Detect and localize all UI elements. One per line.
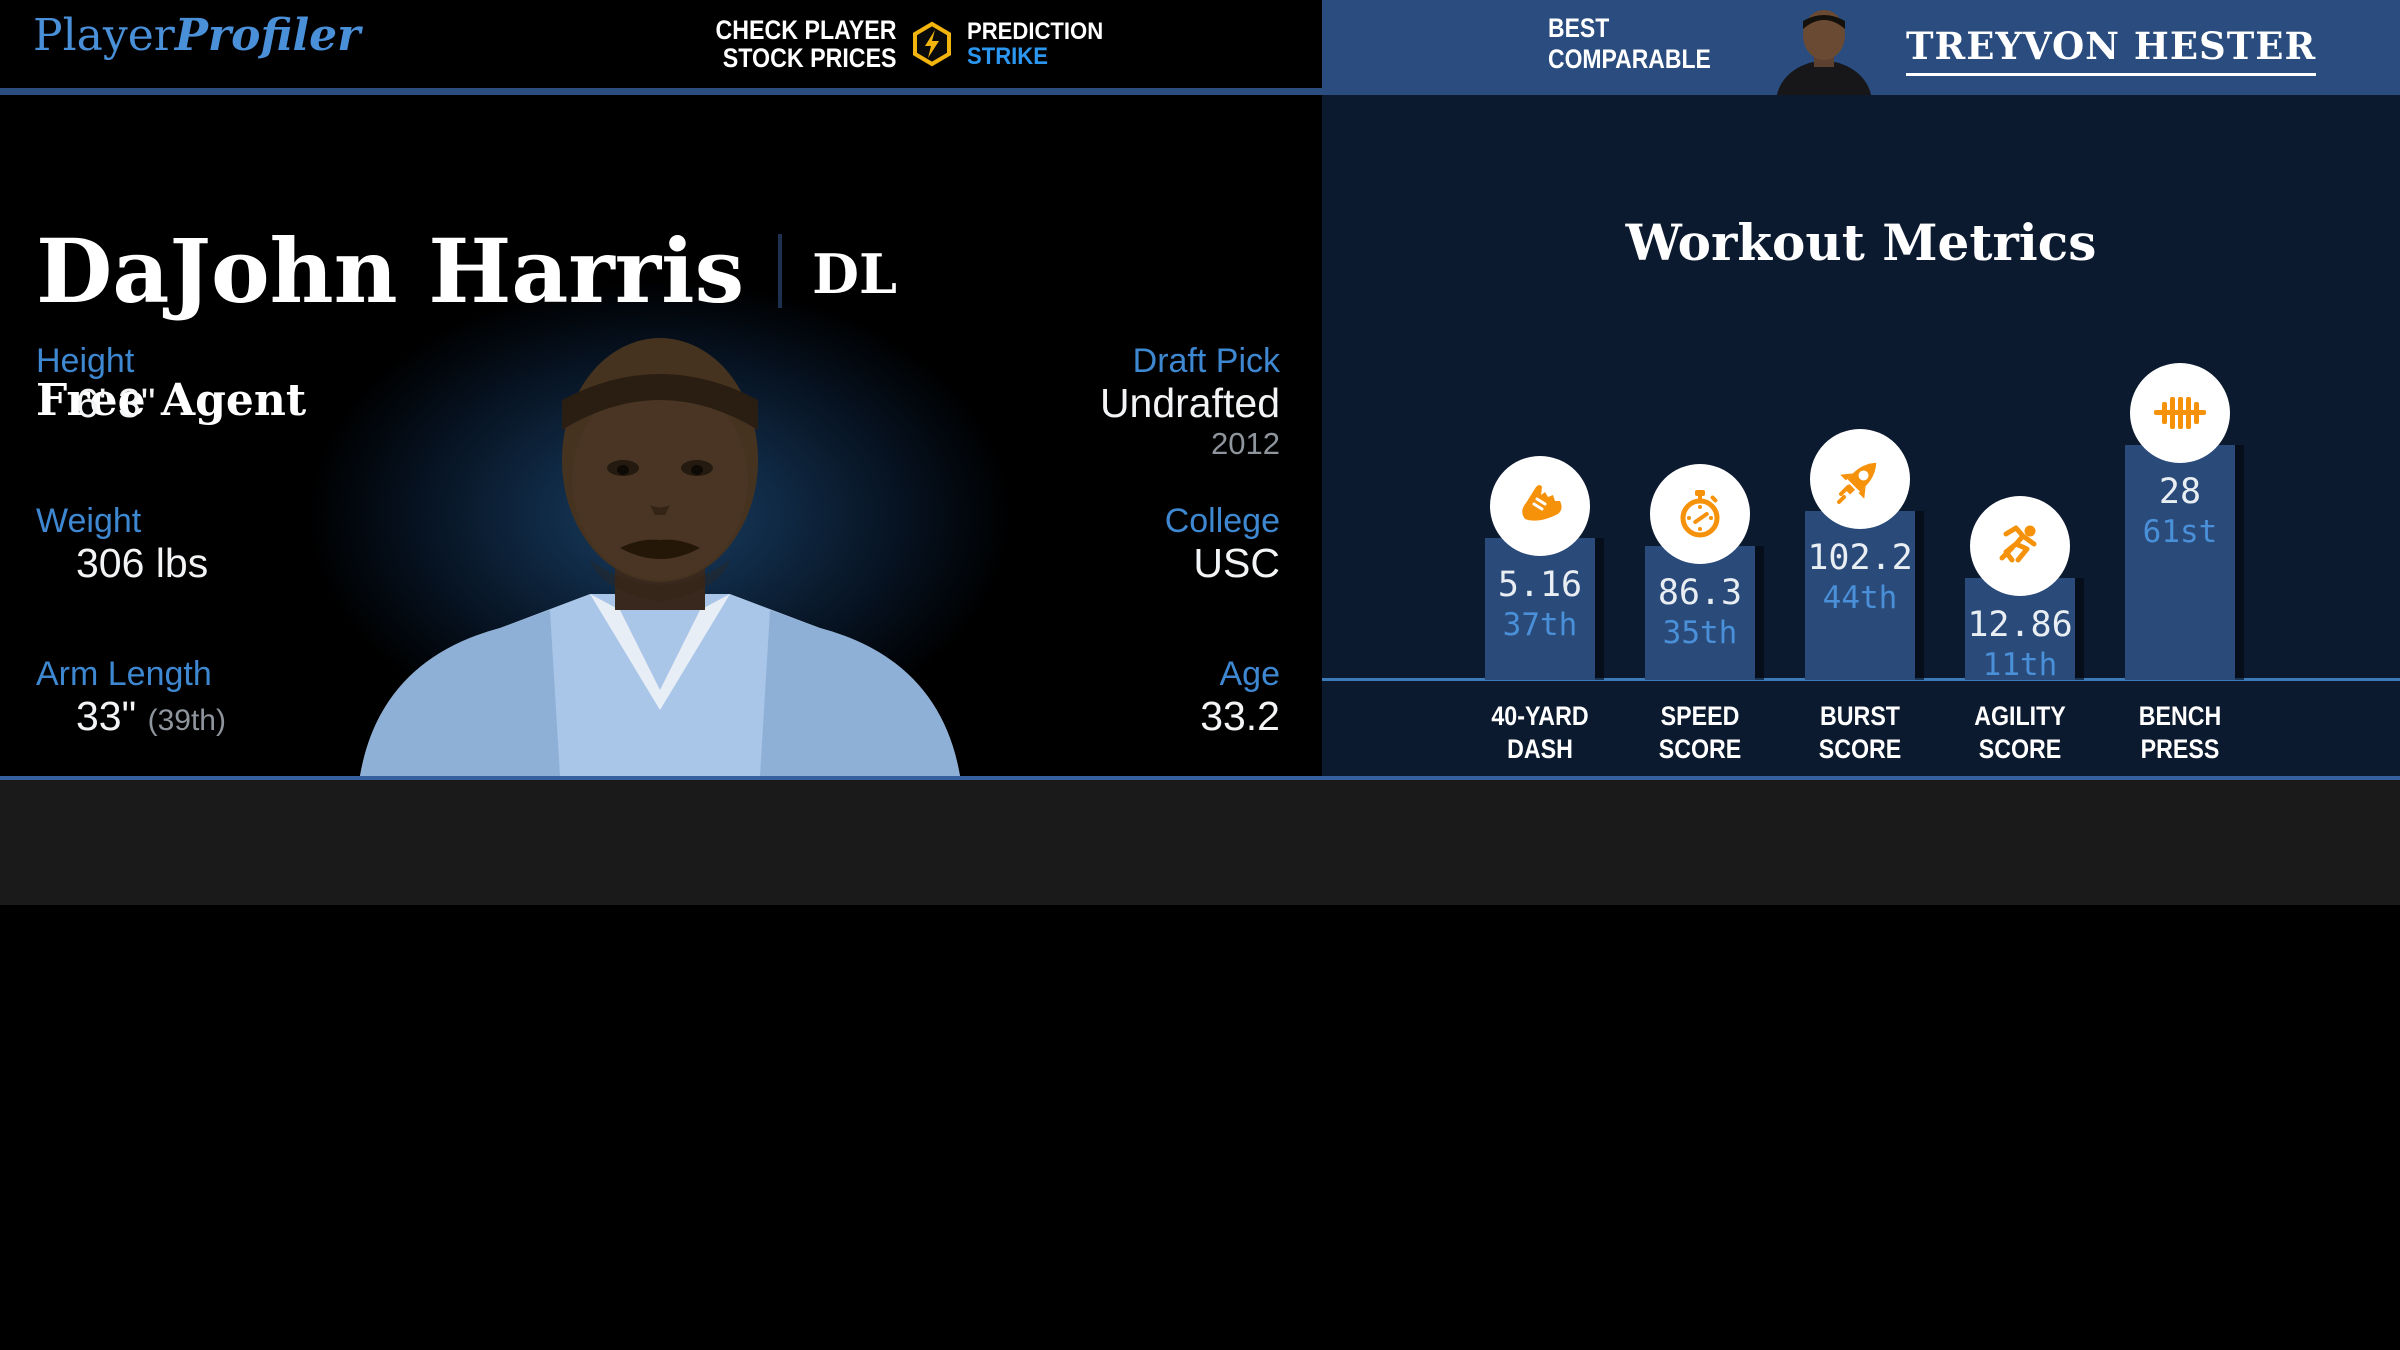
label-agility-score: AGILITY SCORE bbox=[1974, 701, 2066, 764]
comparable-player-link[interactable]: TREYVON HESTER bbox=[1906, 24, 2317, 76]
value-speed-score: 86.3 bbox=[1657, 573, 1743, 613]
bar-column-speed-score[interactable]: 86.3 35th bbox=[1620, 464, 1780, 680]
stat-arm-length-percentile: (39th) bbox=[147, 704, 226, 737]
gray-band bbox=[0, 780, 2400, 905]
comparable-player-photo bbox=[1754, 7, 1894, 95]
stat-age: Age 33.2 bbox=[1200, 655, 1280, 739]
value-agility-score: 12.86 bbox=[1967, 605, 2073, 645]
stat-draft-pick-label: Draft Pick bbox=[1132, 342, 1280, 380]
stat-age-label: Age bbox=[1219, 655, 1281, 693]
label-speed-score: SPEED SCORE bbox=[1658, 701, 1742, 764]
stat-weight-value: 306 lbs bbox=[76, 540, 209, 586]
stat-college: College USC bbox=[1165, 502, 1280, 586]
bar-texts-40-yard-dash: 5.16 37th bbox=[1485, 538, 1595, 646]
stat-height-label: Height bbox=[36, 342, 135, 380]
workout-metrics-title: Workout Metrics bbox=[1625, 213, 2097, 272]
stat-weight-label: Weight bbox=[36, 502, 142, 540]
playerprofiler-logo[interactable]: PlayerProfiler bbox=[33, 10, 360, 61]
header-bar: PlayerProfiler CHECK PLAYER STOCK PRICES… bbox=[0, 0, 1322, 95]
label-bench-press: BENCH PRESS bbox=[2138, 701, 2222, 764]
rocket-icon bbox=[1837, 462, 1877, 504]
best-comparable-bar: BEST COMPARABLE TREYVON HESTER bbox=[1322, 0, 2400, 95]
name-position-divider bbox=[778, 234, 783, 309]
stat-arm-length-label: Arm Length bbox=[36, 655, 212, 693]
percentile-40-yard-dash: 37th bbox=[1502, 607, 1578, 643]
bar-burst-score: 102.2 44th bbox=[1805, 429, 1915, 680]
comparable-player-headshot-image bbox=[1776, 10, 1872, 95]
stat-arm-length: Arm Length 33" (39th) bbox=[36, 655, 226, 744]
bar-column-agility-score[interactable]: 12.86 11th bbox=[1940, 496, 2100, 683]
bar-texts-bench-press: 28 61st bbox=[2125, 445, 2235, 553]
bar-texts-speed-score: 86.3 35th bbox=[1645, 546, 1755, 654]
black-band bbox=[0, 905, 2400, 1350]
stopwatch-icon bbox=[1680, 490, 1720, 538]
stat-draft-pick: Draft Pick Undrafted 2012 bbox=[1100, 342, 1280, 462]
stat-arm-length-value: 33" (39th) bbox=[76, 693, 226, 739]
stat-college-label: College bbox=[1164, 502, 1280, 540]
bar-40-yard-dash: 5.16 37th bbox=[1485, 456, 1595, 680]
bar-agility-score: 12.86 11th bbox=[1965, 496, 2075, 683]
sprinter-icon-circle bbox=[1970, 496, 2070, 596]
player-position: DL bbox=[812, 242, 897, 307]
shoe-icon-circle bbox=[1490, 456, 1590, 556]
best-comparable-label: BEST COMPARABLE bbox=[1548, 13, 1711, 74]
player-name: DaJohn Harris bbox=[36, 219, 745, 323]
percentile-agility-score: 11th bbox=[1982, 647, 2058, 683]
player-headshot-image bbox=[360, 338, 960, 776]
barbell-icon-circle bbox=[2130, 363, 2230, 463]
percentile-burst-score: 44th bbox=[1822, 580, 1898, 616]
value-40-yard-dash: 5.16 bbox=[1497, 565, 1583, 605]
prediction-strike-label: PREDICTION STRIKE bbox=[966, 18, 1103, 70]
bar-column-burst-score[interactable]: 102.2 44th bbox=[1780, 429, 1940, 680]
bar-texts-burst-score: 102.2 44th bbox=[1805, 511, 1915, 619]
stat-college-value: USC bbox=[1193, 540, 1280, 586]
bar-bench-press: 28 61st bbox=[2125, 363, 2235, 680]
stat-age-value: 33.2 bbox=[1200, 693, 1280, 739]
label-burst-score: BURST SCORE bbox=[1818, 701, 1902, 764]
stat-draft-year: 2012 bbox=[1211, 426, 1280, 461]
barbell-icon bbox=[2154, 397, 2206, 429]
percentile-speed-score: 35th bbox=[1662, 615, 1738, 651]
logo-player: Player bbox=[33, 10, 175, 61]
stopwatch-icon-circle bbox=[1650, 464, 1750, 564]
prediction-strike-ad[interactable]: CHECK PLAYER STOCK PRICES PREDICTION STR… bbox=[686, 16, 1115, 72]
bar-texts-agility-score: 12.86 11th bbox=[1965, 578, 2075, 686]
prediction-strike-hexagon-bolt-icon bbox=[912, 21, 951, 67]
stat-weight: Weight 306 lbs bbox=[36, 502, 208, 586]
stat-draft-pick-value: Undrafted bbox=[1099, 380, 1280, 426]
team-status: Free Agent bbox=[36, 375, 307, 426]
value-burst-score: 102.2 bbox=[1807, 538, 1913, 578]
workout-metrics-panel: Workout Metrics 5.16 37th bbox=[1322, 95, 2400, 776]
bar-column-40-yard-dash[interactable]: 5.16 37th bbox=[1460, 456, 1620, 680]
percentile-bench-press: 61st bbox=[2142, 514, 2218, 550]
content-bottom-divider bbox=[0, 776, 2400, 780]
player-summary-panel: DaJohn Harris DL Free Agent Height 6' 3"… bbox=[0, 95, 1322, 776]
shoe-icon bbox=[1522, 485, 1562, 525]
player-name-row: DaJohn Harris DL bbox=[36, 223, 897, 320]
rocket-icon-circle bbox=[1810, 429, 1910, 529]
sprinter-icon bbox=[1999, 525, 2037, 563]
stat-height-value: 6' 3" bbox=[76, 380, 156, 426]
label-40-yard-dash: 40-YARD DASH bbox=[1491, 701, 1589, 764]
bar-speed-score: 86.3 35th bbox=[1645, 464, 1755, 680]
value-bench-press: 28 bbox=[2158, 472, 2202, 512]
check-player-stock-prices-label: CHECK PLAYER STOCK PRICES bbox=[715, 15, 897, 73]
bar-column-bench-press[interactable]: 28 61st bbox=[2100, 363, 2260, 680]
logo-profiler: Profiler bbox=[174, 10, 361, 61]
stat-height: Height 6' 3" bbox=[36, 342, 155, 426]
